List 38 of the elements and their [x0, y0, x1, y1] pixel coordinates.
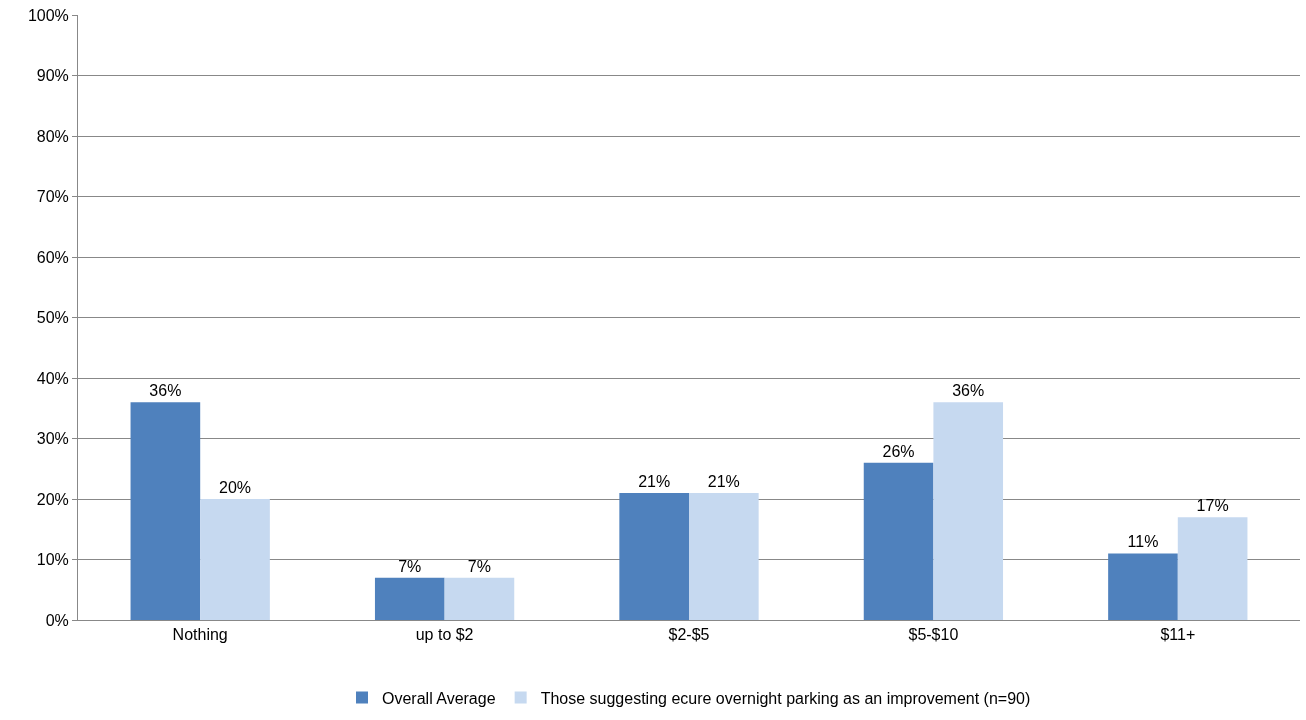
- y-tick-label: 60%: [36, 248, 69, 266]
- y-tick-label: 30%: [36, 430, 69, 448]
- y-tick-label: 90%: [36, 67, 69, 85]
- bar: [1108, 553, 1178, 620]
- y-tick-label: 50%: [36, 309, 69, 327]
- x-tick-label: Nothing: [172, 626, 228, 644]
- x-tick-label: up to $2: [415, 626, 474, 644]
- bar: [1177, 517, 1248, 620]
- data-label: 7%: [398, 557, 422, 575]
- bar: [374, 577, 445, 620]
- bar: [200, 499, 270, 620]
- x-tick-label: $5-$10: [908, 626, 959, 644]
- data-label: 21%: [638, 472, 671, 490]
- y-tick-label: 70%: [36, 188, 69, 206]
- legend-label: Those suggesting ecure overnight parking as an improvement (n=90): [540, 689, 1031, 707]
- x-tick-label: $2-$5: [668, 626, 710, 644]
- bar: [863, 462, 934, 620]
- y-tick-label: 40%: [36, 369, 69, 387]
- data-label: 36%: [149, 382, 182, 400]
- bar: [689, 492, 759, 620]
- data-label: 36%: [952, 382, 985, 400]
- data-label: 7%: [467, 557, 491, 575]
- x-tick-label: $11+: [1160, 626, 1196, 644]
- bar: [933, 402, 1004, 620]
- y-tick-label: 20%: [36, 490, 69, 508]
- y-tick-label: 10%: [36, 551, 69, 569]
- y-tick-label: 100%: [27, 6, 69, 24]
- bar: [444, 577, 515, 620]
- data-label: 11%: [1127, 533, 1159, 551]
- bar: [619, 492, 689, 620]
- data-label: 20%: [219, 479, 252, 496]
- data-label: 21%: [707, 472, 740, 490]
- legend-label: Overall Average: [382, 689, 496, 707]
- bar: [130, 402, 201, 620]
- y-tick-label: 0%: [45, 611, 69, 629]
- data-label: 17%: [1196, 497, 1229, 515]
- y-tick-label: 80%: [36, 127, 69, 145]
- data-label: 26%: [882, 442, 915, 460]
